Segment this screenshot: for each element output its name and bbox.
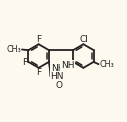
Text: Cl: Cl [80, 35, 88, 44]
Text: F: F [22, 58, 27, 67]
Text: CH₃: CH₃ [7, 45, 21, 54]
Text: HN: HN [50, 72, 64, 81]
Text: F: F [36, 35, 41, 44]
Text: CH₃: CH₃ [99, 60, 114, 69]
Text: O: O [56, 81, 63, 90]
Text: NH: NH [61, 61, 74, 70]
Text: F: F [36, 68, 41, 77]
Text: NH: NH [51, 64, 64, 73]
